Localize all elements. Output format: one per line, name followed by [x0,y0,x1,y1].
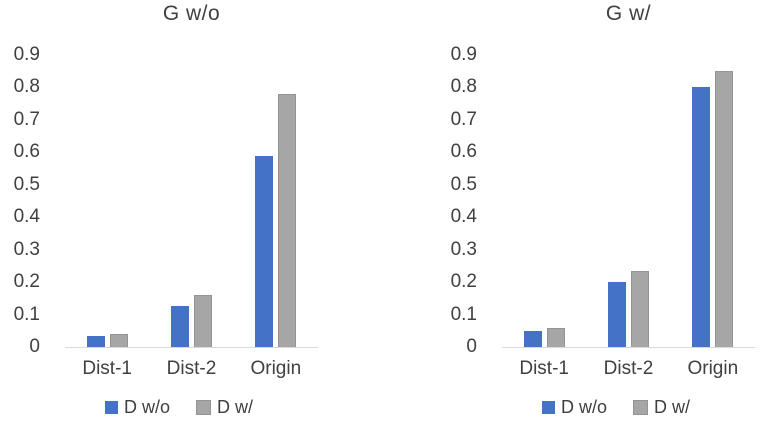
bar-d-w-dist-2 [630,270,649,347]
y-tick-label: 0.6 [13,141,40,163]
x-axis-category-labels: Dist-1 Dist-2 Origin [65,358,318,380]
y-tick-label: 0.6 [450,141,477,163]
y-axis-tick-labels: 0.9 0.8 0.7 0.6 0.5 0.4 0.3 0.2 0.1 0 [0,44,44,357]
legend-item-d-w: D w/ [196,397,253,418]
bar-group-dist-2 [586,55,670,347]
legend-item-d-wo: D w/o [541,397,607,418]
y-tick-label: 0.8 [450,76,477,98]
bar-group-dist-1 [65,55,149,347]
legend-item-d-wo: D w/o [104,397,170,418]
y-tick-label: 0.1 [450,303,477,325]
y-tick-label: 0 [29,336,40,357]
y-tick-label: 0.4 [450,206,477,228]
y-tick-label: 0.3 [450,238,477,260]
x-axis-category-labels: Dist-1 Dist-2 Origin [502,358,755,380]
x-category-label: Dist-1 [82,358,132,379]
bar-group-origin [234,55,318,347]
bar-d-w-dist-1 [546,327,565,347]
bar-group-origin [671,55,755,347]
bar-d-wo-origin [255,155,274,347]
y-tick-label: 0.9 [13,44,40,65]
chart-g-wo: G w/o 0.9 0.8 0.7 0.6 0.5 0.4 0.3 0.2 0.1 0 Dist-… [0,0,340,430]
y-tick-label: 0 [466,336,477,357]
y-tick-label: 0.7 [450,108,477,130]
bar-d-wo-dist-1 [86,335,105,347]
bar-d-wo-dist-2 [170,306,189,347]
plot-area [502,55,755,348]
legend: D w/o D w/ [40,397,318,418]
y-tick-label: 0.2 [13,271,40,293]
x-category-label: Dist-2 [166,358,217,379]
chart-title: G w/ [605,2,652,25]
x-category-label: Origin [250,358,302,379]
x-category-label: Dist-2 [603,358,654,379]
bar-group-dist-2 [149,55,233,347]
y-tick-label: 0.3 [13,238,40,260]
legend-label: D w/ [654,397,690,417]
legend: D w/o D w/ [477,397,755,418]
bar-d-w-origin [278,93,297,347]
legend-swatch-icon [541,401,555,414]
y-tick-label: 0.9 [450,44,477,65]
legend-swatch-icon [196,400,211,415]
chart-title: G w/o [162,2,221,25]
bar-group-dist-1 [502,55,586,347]
bar-d-w-origin [715,71,734,347]
bar-d-wo-dist-1 [523,330,542,347]
y-tick-label: 0.5 [13,173,40,195]
y-tick-label: 0.4 [13,206,40,228]
y-tick-label: 0.7 [13,108,40,130]
chart-g-w: G w/ 0.9 0.8 0.7 0.6 0.5 0.4 0.3 0.2 0.1 0 Dist-1… [437,0,773,430]
legend-item-d-w: D w/ [633,397,690,418]
legend-swatch-icon [104,401,118,414]
y-tick-label: 0.2 [450,271,477,293]
plot-area [65,55,318,348]
legend-swatch-icon [633,400,648,415]
bar-d-w-dist-2 [193,295,212,347]
bar-d-w-dist-1 [109,334,128,347]
bar-d-wo-origin [692,87,711,347]
y-tick-label: 0.8 [13,76,40,98]
legend-label: D w/o [560,397,607,417]
y-tick-label: 0.5 [450,173,477,195]
legend-label: D w/ [217,397,253,417]
bar-d-wo-dist-2 [607,282,626,347]
x-category-label: Dist-1 [519,358,569,379]
legend-label: D w/o [123,397,170,417]
y-tick-label: 0.1 [13,303,40,325]
x-category-label: Origin [687,358,739,379]
y-axis-tick-labels: 0.9 0.8 0.7 0.6 0.5 0.4 0.3 0.2 0.1 0 [437,44,481,357]
